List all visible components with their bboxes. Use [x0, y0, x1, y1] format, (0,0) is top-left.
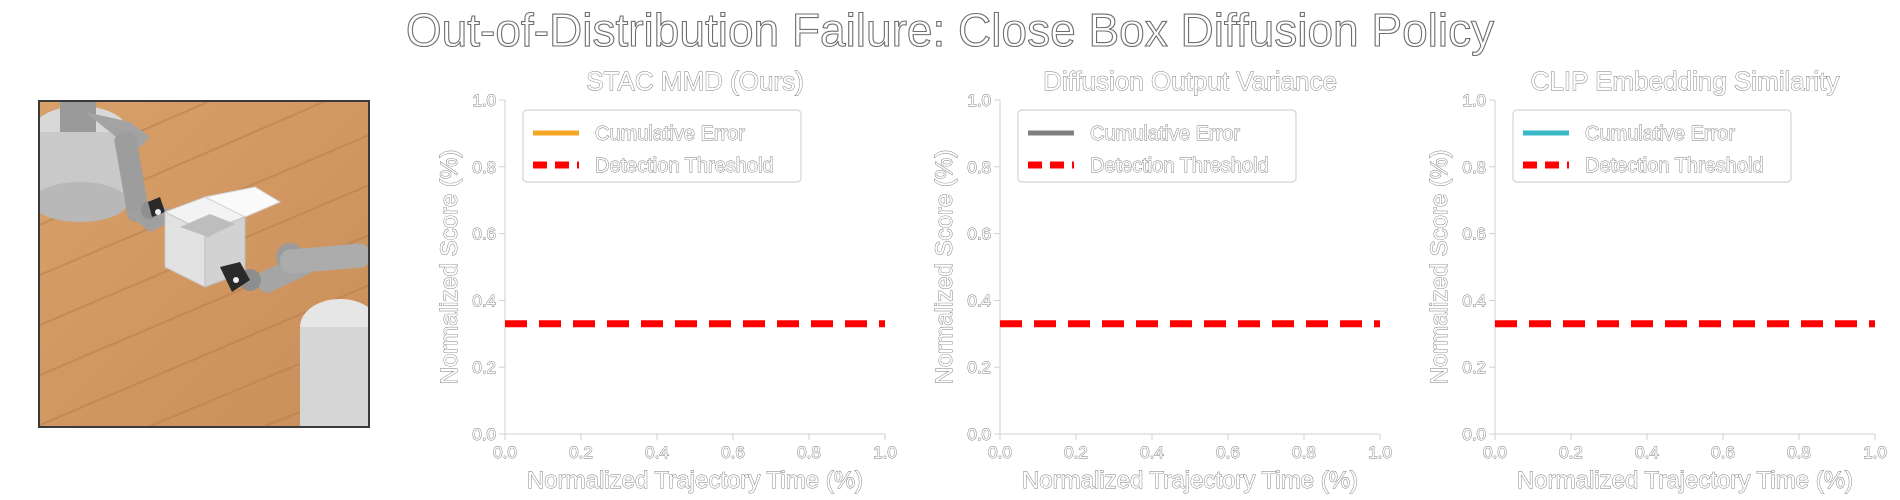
x-axis-label: Normalized Trajectory Time (%) — [1517, 467, 1853, 494]
x-tick-label: 1.0 — [873, 443, 897, 462]
legend: Cumulative Error Detection Threshold — [1017, 109, 1297, 183]
x-tick-label: 0.2 — [1559, 443, 1583, 462]
chart-title: Diffusion Output Variance — [1043, 66, 1337, 96]
legend-label: Cumulative Error — [1090, 123, 1240, 145]
y-tick-label: 0.8 — [472, 158, 496, 177]
y-tick-label: 0.4 — [1462, 291, 1486, 310]
y-tick-label: 0.4 — [967, 291, 991, 310]
y-axis-label: Normalized Score (%) — [1426, 150, 1453, 385]
figure-title: Out-of-Distribution Failure: Close Box D… — [405, 3, 1495, 56]
y-tick-label: 0.6 — [967, 225, 991, 244]
x-tick-label: 0.0 — [493, 443, 517, 462]
y-tick-label: 1.0 — [472, 91, 496, 110]
scene-illustration — [40, 102, 368, 426]
y-axis-label: Normalized Score (%) — [436, 150, 463, 385]
y-tick-label: 0.2 — [1462, 358, 1486, 377]
chart-title: CLIP Embedding Similarity — [1531, 66, 1840, 96]
legend-label: Detection Threshold — [1090, 155, 1269, 177]
legend-label: Detection Threshold — [595, 155, 774, 177]
x-tick-label: 0.2 — [1064, 443, 1088, 462]
robot-scene-image — [38, 100, 370, 428]
legend-box — [1017, 109, 1297, 183]
y-tick-label: 0.8 — [967, 158, 991, 177]
x-tick-label: 0.0 — [1483, 443, 1507, 462]
x-tick-label: 1.0 — [1368, 443, 1392, 462]
axes — [999, 100, 1380, 435]
axes — [504, 100, 885, 435]
x-tick-label: 0.8 — [1292, 443, 1316, 462]
x-tick-label: 0.4 — [1635, 443, 1659, 462]
x-tick-label: 0.0 — [988, 443, 1012, 462]
x-axis-label: Normalized Trajectory Time (%) — [527, 467, 863, 494]
y-tick-label: 0.4 — [472, 291, 496, 310]
x-axis-label: Normalized Trajectory Time (%) — [1022, 467, 1358, 494]
legend-label: Detection Threshold — [1585, 155, 1764, 177]
y-tick-label: 1.0 — [967, 91, 991, 110]
legend-label: Cumulative Error — [595, 123, 745, 145]
chart-panel-3: CLIP Embedding Similarity 0.0 0.2 0.4 0.6 0.8… — [1390, 60, 1888, 500]
y-tick-label: 0.0 — [1462, 425, 1486, 444]
chart-svg: Diffusion Output Variance 0.0 0.2 0.4 0.6 0.8… — [931, 66, 1393, 495]
legend-box — [1512, 109, 1792, 183]
chart-panel-1: STAC MMD (Ours) 0.0 0.2 0.4 0.6 0.8 1.0 0.0 0.2 0… — [400, 60, 898, 500]
x-tick-label: 0.4 — [1140, 443, 1164, 462]
right-robot — [220, 243, 368, 426]
y-tick-label: 1.0 — [1462, 91, 1486, 110]
legend: Cumulative Error Detection Threshold — [1512, 109, 1792, 183]
x-tick-label: 0.6 — [1216, 443, 1240, 462]
chart-svg: CLIP Embedding Similarity 0.0 0.2 0.4 0.6 0.8… — [1426, 66, 1888, 495]
y-tick-label: 0.2 — [967, 358, 991, 377]
y-tick-label: 0.0 — [472, 425, 496, 444]
x-tick-label: 0.2 — [569, 443, 593, 462]
legend-box — [522, 109, 802, 183]
y-tick-label: 0.8 — [1462, 158, 1486, 177]
x-tick-label: 0.6 — [1711, 443, 1735, 462]
y-tick-label: 0.2 — [472, 358, 496, 377]
axes — [1494, 100, 1875, 435]
x-tick-label: 0.6 — [721, 443, 745, 462]
legend: Cumulative Error Detection Threshold — [522, 109, 802, 183]
chart-svg: STAC MMD (Ours) 0.0 0.2 0.4 0.6 0.8 1.0 0.0 0.2 0… — [436, 66, 898, 495]
chart-title: STAC MMD (Ours) — [586, 66, 804, 96]
x-tick-label: 0.8 — [1787, 443, 1811, 462]
y-tick-label: 0.0 — [967, 425, 991, 444]
y-tick-label: 0.6 — [472, 225, 496, 244]
box — [163, 186, 282, 288]
y-axis-label: Normalized Score (%) — [931, 150, 958, 385]
x-tick-label: 0.8 — [797, 443, 821, 462]
chart-panel-2: Diffusion Output Variance 0.0 0.2 0.4 0.6 0.8… — [895, 60, 1393, 500]
x-tick-label: 0.4 — [645, 443, 669, 462]
legend-label: Cumulative Error — [1585, 123, 1735, 145]
x-tick-label: 1.0 — [1863, 443, 1887, 462]
y-tick-label: 0.6 — [1462, 225, 1486, 244]
